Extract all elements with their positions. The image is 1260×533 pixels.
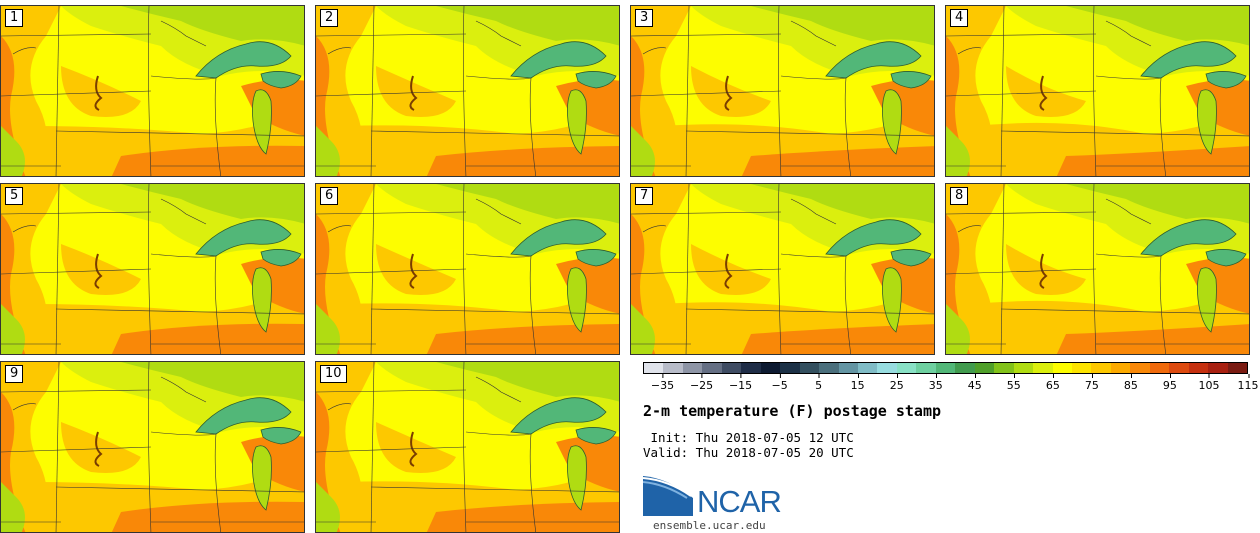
member-map-panel: 3 — [630, 5, 935, 177]
colorbar-segment — [935, 363, 956, 373]
member-number-label: 10 — [320, 365, 347, 383]
member-map-panel: 5 — [0, 183, 305, 355]
colorbar-tick-label: 95 — [1162, 374, 1177, 392]
member-number-label: 1 — [5, 9, 24, 27]
colorbar-segment — [760, 363, 781, 373]
colorbar-segment — [838, 363, 858, 373]
member-number-label: 3 — [635, 9, 654, 27]
colorbar-segment — [1188, 363, 1209, 373]
colorbar-segment — [682, 363, 703, 373]
colorbar-tick-label: 35 — [928, 374, 943, 392]
colorbar-segment — [1033, 363, 1053, 373]
colorbar-tick-label: 75 — [1084, 374, 1099, 392]
colorbar-tick-labels: −35 −25 −15 −5 5 15 25 35 45 55 65 75 85 95 105 115 — [643, 374, 1259, 395]
colorbar-segment — [916, 363, 936, 373]
colorbar-tick-label: 115 — [1237, 374, 1259, 392]
member-number-label: 8 — [950, 187, 969, 205]
colorbar-tick-label: 25 — [889, 374, 904, 392]
colorbar-tick-label: −5 — [771, 374, 788, 392]
colorbar-segment — [1091, 363, 1111, 373]
colorbar-segment — [1110, 363, 1131, 373]
member-map-panel: 8 — [945, 183, 1250, 355]
colorbar-segment — [857, 363, 878, 373]
colorbar-tick-label: −15 — [728, 374, 753, 392]
init-time: Init: Thu 2018-07-05 12 UTC — [643, 430, 854, 445]
colorbar-segment — [1169, 363, 1189, 373]
colorbar-segment — [994, 363, 1014, 373]
member-map-panel: 2 — [315, 5, 620, 177]
member-number-label: 2 — [320, 9, 339, 27]
colorbar-segment — [1013, 363, 1034, 373]
member-map-panel: 4 — [945, 5, 1250, 177]
colorbar-segment — [1071, 363, 1092, 373]
valid-time: Valid: Thu 2018-07-05 20 UTC — [643, 445, 854, 460]
colorbar-segment — [741, 363, 761, 373]
colorbar-tick-label: −25 — [689, 374, 714, 392]
member-map-panel: 10 — [315, 361, 620, 533]
colorbar-segment — [644, 363, 664, 373]
colorbar-segment — [780, 363, 800, 373]
member-map-panel: 9 — [0, 361, 305, 533]
member-map-panel: 6 — [315, 183, 620, 355]
colorbar-segment — [1052, 363, 1072, 373]
colorbar-segment — [721, 363, 742, 373]
ncar-logo-text: NCAR — [697, 484, 782, 519]
colorbar-segment — [1208, 363, 1228, 373]
colorbar-tick-label: 5 — [815, 374, 823, 392]
member-map-panel: 1 — [0, 5, 305, 177]
colorbar-segment — [896, 363, 917, 373]
colorbar-tick-label: 85 — [1123, 374, 1138, 392]
colorbar-segment — [974, 363, 995, 373]
member-number-label: 7 — [635, 187, 654, 205]
colorbar-segment — [663, 363, 683, 373]
member-number-label: 5 — [5, 187, 24, 205]
member-number-label: 6 — [320, 187, 339, 205]
colorbar-segment — [877, 363, 897, 373]
plot-title: 2-m temperature (F) postage stamp — [643, 402, 942, 420]
temperature-colorbar — [643, 362, 1248, 374]
colorbar-tick-label: 45 — [967, 374, 982, 392]
member-number-label: 4 — [950, 9, 969, 27]
colorbar-segment — [1149, 363, 1170, 373]
member-number-label: 9 — [5, 365, 24, 383]
colorbar-segment — [1130, 363, 1150, 373]
member-map-panel: 7 — [630, 183, 935, 355]
colorbar-tick-label: 15 — [850, 374, 865, 392]
colorbar-segment — [799, 363, 820, 373]
colorbar-segment — [1227, 363, 1248, 373]
colorbar-tick-label: 55 — [1006, 374, 1021, 392]
ncar-logo — [643, 476, 693, 516]
colorbar-tick-label: −35 — [650, 374, 675, 392]
website-url: ensemble.ucar.edu — [653, 519, 766, 532]
colorbar-tick-label: 105 — [1198, 374, 1220, 392]
colorbar-segment — [955, 363, 975, 373]
colorbar-tick-label: 65 — [1045, 374, 1060, 392]
colorbar-segment — [702, 363, 722, 373]
colorbar-segment — [819, 363, 839, 373]
